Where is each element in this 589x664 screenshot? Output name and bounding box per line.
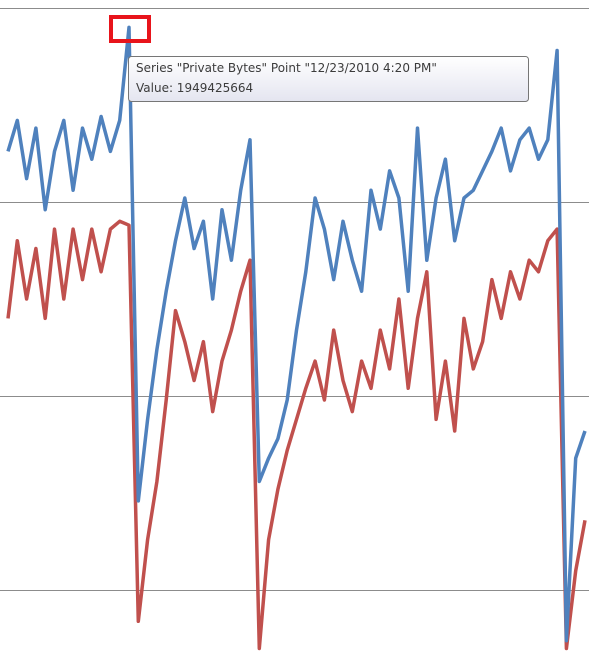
tooltip: Series "Private Bytes" Point "12/23/2010… [128,56,529,102]
tooltip-line: Series "Private Bytes" Point "12/23/2010… [136,61,437,75]
tooltip-box [128,56,529,102]
plot [6,25,587,651]
series-line [6,219,587,651]
highlight-box [109,15,151,43]
tooltip-line: Value: 1949425664 [136,81,253,95]
grid [0,8,589,591]
series-line [6,25,587,643]
